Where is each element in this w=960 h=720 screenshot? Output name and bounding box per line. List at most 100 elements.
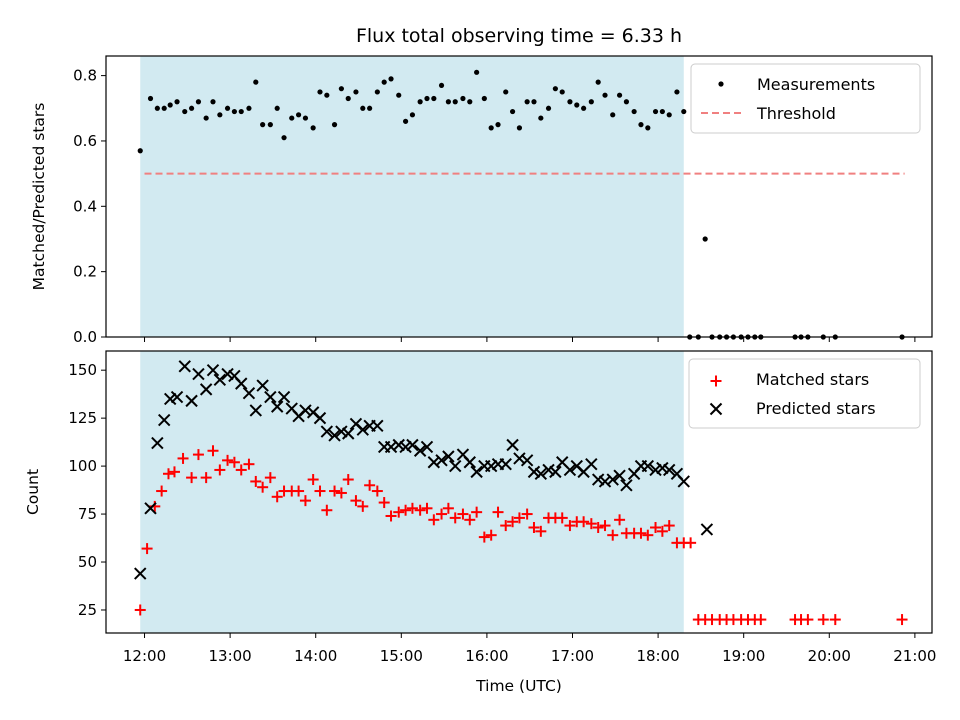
matched-star-point [400,504,412,516]
measurement-point [388,76,394,82]
predicted-star-point [700,523,714,536]
measurement-point [203,115,209,121]
measurement-point [210,99,216,105]
measurement-point [424,95,430,102]
measurement-point [147,95,154,102]
x-tick-label: 13:00 [208,647,251,665]
predicted-star-point [144,502,157,515]
measurement-point [460,95,466,102]
bottom-y-tick-label: 150 [68,361,97,379]
matched-star-point [802,614,814,626]
predicted-star-point [170,390,184,404]
matched-star-point [585,518,597,530]
matched-star-point [478,531,490,543]
predicted-star-point [549,465,562,479]
matched-star-point [414,504,426,516]
measurement-point [345,95,351,102]
matched-star-point [428,514,440,526]
top-y-tick-label: 0.6 [73,132,97,150]
top-y-tick-label: 0.4 [73,197,97,215]
matched-star-point [177,452,189,464]
measurement-point [137,148,143,154]
predicted-star-point [328,429,341,442]
measurement-point [645,125,651,131]
matched-star-point [513,512,525,524]
matched-star-point [471,506,483,518]
bottom-panel: 12:00 13:00 14:00 15:00 16:00 17:00 18:00 19:00… [68,350,936,665]
measurement-point [396,92,402,98]
measurement-point [367,105,373,111]
matched-star-point [449,512,461,524]
predicted-star-point [356,423,369,436]
matched-star-point [385,510,397,522]
measurement-point [417,99,423,105]
predicted-star-point [449,459,462,473]
predicted-star-point [264,390,277,404]
measurement-point [409,112,416,118]
matched-star-point [357,500,369,512]
measurement-point [295,112,302,118]
matched-star-point [141,543,153,555]
matched-star-point [250,475,262,487]
measurement-point [666,112,672,118]
matched-star-point [342,474,354,486]
legend-matched-marker [710,375,722,387]
matched-star-point [685,537,697,549]
predicted-star-point [527,465,541,479]
predicted-star-point [185,394,198,408]
matched-star-point [364,479,376,491]
matched-star-point [635,527,647,539]
matched-star-point [200,472,212,484]
measurement-point [289,115,295,121]
predicted-star-point [406,438,419,452]
x-tick-label: 17:00 [551,647,594,665]
predicted-star-point [598,475,612,488]
matched-star-point [228,456,240,468]
predicted-star-point [420,440,434,454]
measurement-point [509,108,516,115]
matched-star-point [314,485,326,497]
top-y-tick-label: 0.0 [73,328,97,346]
measurement-point [516,125,523,131]
predicted-star-point [221,367,234,381]
bottom-y-tick-label: 25 [78,601,97,619]
predicted-star-point [520,454,534,467]
measurement-point [524,99,530,105]
predicted-star-point [242,386,256,400]
matched-star-point [421,502,433,514]
measurement-point [503,89,509,95]
top-panel-shaded-region [140,56,684,337]
x-axis-label: Time (UTC) [475,677,562,695]
measurement-point [360,105,366,111]
predicted-star-point [134,567,147,580]
matched-star-point [578,516,590,528]
matched-star-point [663,520,675,532]
bottom-y-tick-label: 75 [78,505,97,523]
measurement-point [246,105,252,111]
matched-star-point [442,502,454,514]
matched-star-point [214,464,226,476]
predicted-star-point [213,373,227,386]
predicted-star-point [585,457,598,471]
predicted-star-point [178,360,191,373]
measurement-point [531,99,537,105]
predicted-star-point [335,425,348,438]
measurement-point [317,89,323,95]
matched-star-point [485,529,497,541]
predicted-star-point [235,377,248,390]
measurement-point [188,105,195,111]
matched-star-point [299,495,311,507]
matched-star-point [192,449,204,461]
measurement-point [595,79,601,85]
matched-star-point [271,491,283,503]
predicted-star-point [591,473,605,486]
predicted-star-point [641,459,655,473]
predicted-star-point [249,404,262,417]
matched-star-point [222,454,234,466]
predicted-star-point [277,390,291,404]
legend-threshold-label: Threshold [756,104,836,123]
matched-star-point [321,504,333,516]
bottom-y-tick-label: 50 [78,553,97,571]
top-y-tick-label: 0.8 [73,67,97,85]
measurement-point [659,108,665,115]
